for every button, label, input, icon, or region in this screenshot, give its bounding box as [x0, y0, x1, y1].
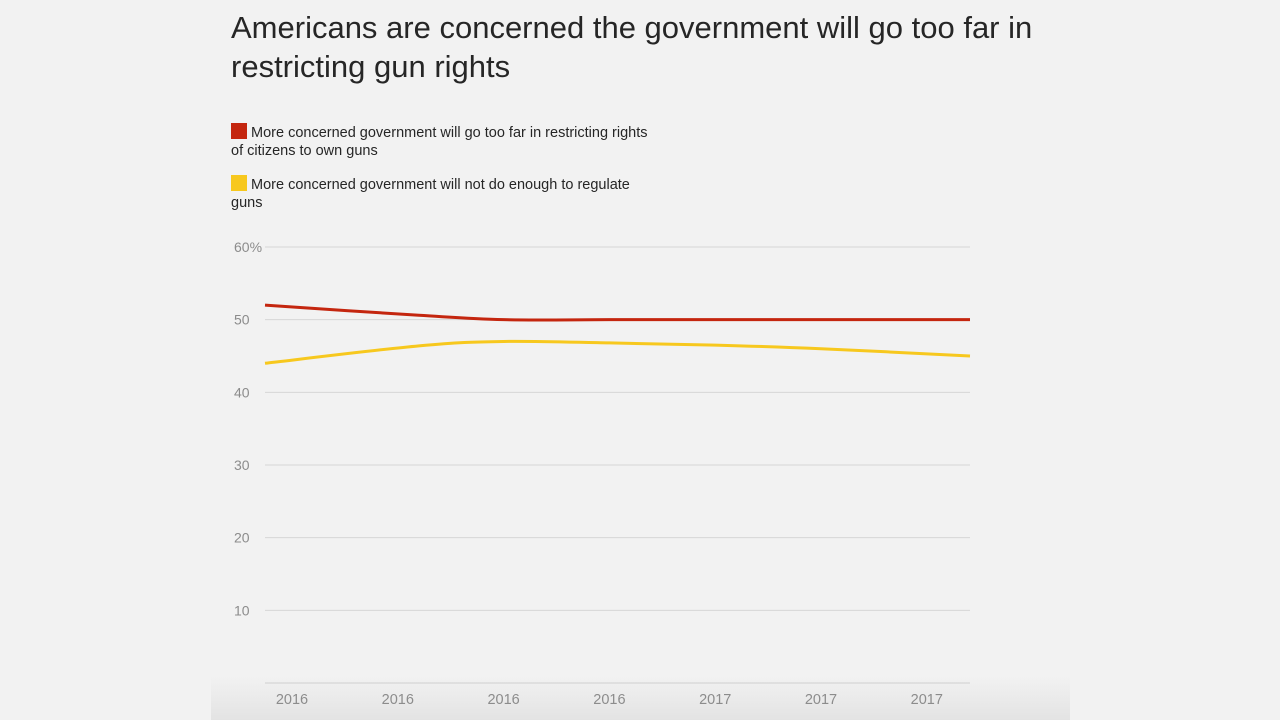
x-tick-label: 2016: [487, 692, 519, 708]
y-tick-label: 40: [234, 384, 250, 400]
x-tick-label: 2016: [276, 692, 308, 708]
x-tick-label: 2016: [382, 692, 414, 708]
y-tick-label: 60%: [234, 239, 262, 255]
x-tick-label: 2017: [805, 692, 837, 708]
series-line-too-far: [264, 303, 970, 322]
legend-swatch-too-far: [231, 123, 247, 139]
legend-item-not-enough: More concerned government will not do en…: [231, 175, 651, 212]
series-line-not-enough: [264, 339, 971, 365]
x-tick-label: 2017: [699, 692, 731, 708]
legend-label-not-enough: More concerned government will not do en…: [231, 177, 630, 211]
chart-title: Americans are concerned the government w…: [231, 10, 1033, 84]
legend-swatch-not-enough: [231, 175, 247, 191]
y-tick-label: 10: [234, 602, 250, 618]
y-tick-label: 20: [234, 530, 250, 546]
legend-item-too-far: More concerned government will go too fa…: [231, 123, 651, 160]
x-tick-label: 2017: [911, 692, 943, 708]
x-tick-label: 2016: [593, 692, 625, 708]
legend: More concerned government will go too fa…: [231, 123, 651, 227]
y-tick-label: 30: [234, 457, 250, 473]
y-tick-label: 50: [234, 312, 250, 328]
legend-label-too-far: More concerned government will go too fa…: [231, 125, 648, 159]
